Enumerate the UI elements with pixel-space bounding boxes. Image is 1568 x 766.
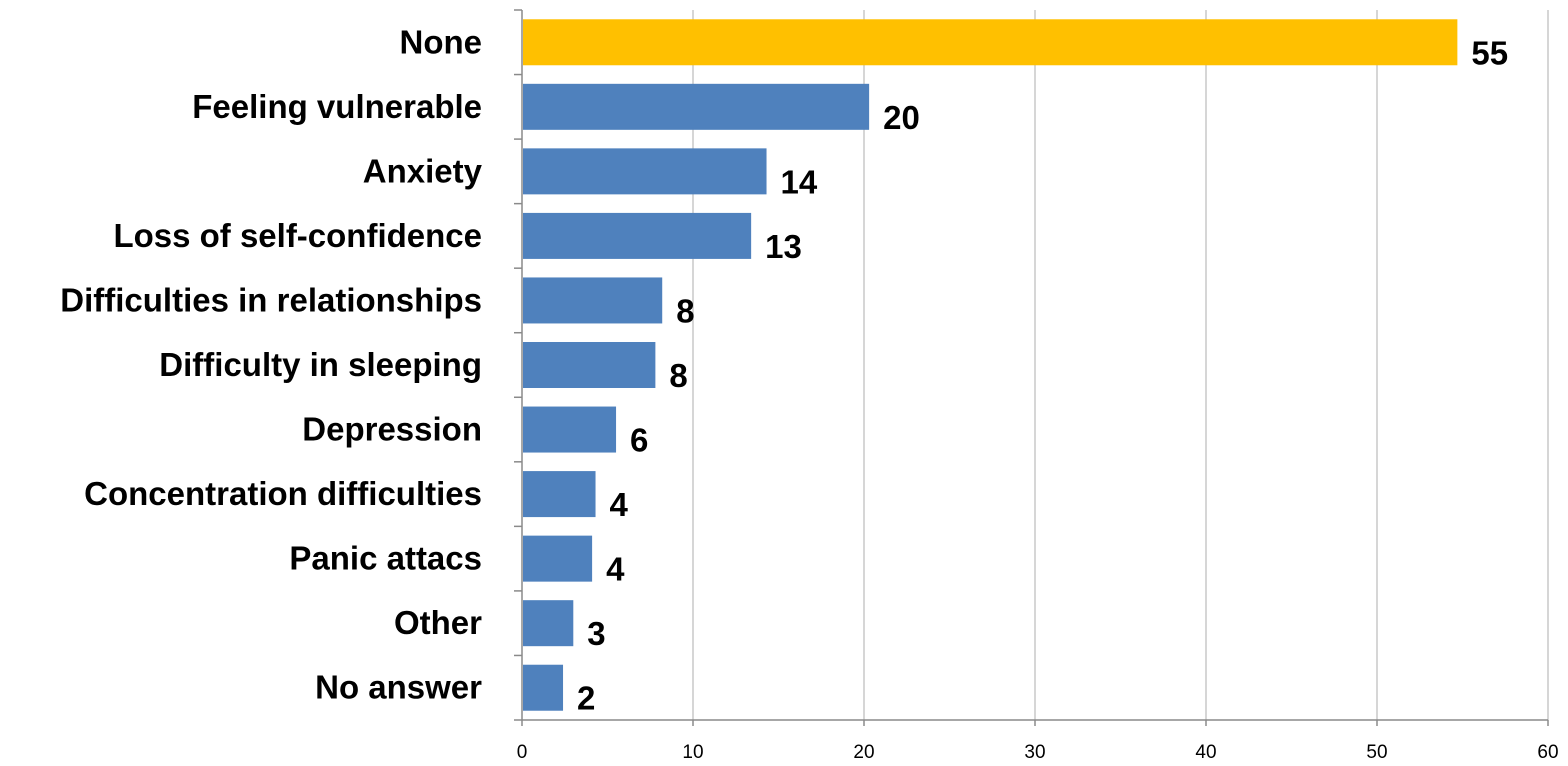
bars <box>523 19 1458 711</box>
bar <box>523 83 870 130</box>
category-label: Feeling vulnerable <box>192 88 482 125</box>
category-label: None <box>400 23 483 60</box>
bar <box>523 212 752 259</box>
labels: 0 10 20 30 40 50 60 None 55 Feeling vulnerable 20 A… <box>60 23 1558 763</box>
x-tick-label: 60 <box>1537 742 1558 763</box>
bar <box>523 148 767 195</box>
x-tick-label: 0 <box>517 742 528 763</box>
category-label: Depression <box>302 411 482 448</box>
bar <box>523 535 593 582</box>
x-tick-label: 30 <box>1024 742 1045 763</box>
data-label: 13 <box>765 228 802 265</box>
category-label: Difficulties in relationships <box>60 281 482 318</box>
category-label: Concentration difficulties <box>84 475 482 512</box>
axes <box>514 9 1549 726</box>
data-label: 6 <box>630 422 648 459</box>
category-label: Difficulty in sleeping <box>159 346 482 383</box>
category-label: No answer <box>315 669 482 706</box>
x-tick-label: 40 <box>1195 742 1216 763</box>
data-label: 14 <box>781 163 818 200</box>
data-label: 2 <box>577 680 595 717</box>
bar <box>523 600 574 647</box>
data-label: 3 <box>587 615 605 652</box>
bar <box>523 277 663 324</box>
data-label: 4 <box>606 551 625 588</box>
data-label: 8 <box>676 292 694 329</box>
bar <box>523 406 617 453</box>
category-label: Anxiety <box>363 152 483 189</box>
data-label: 4 <box>610 486 629 523</box>
data-label: 55 <box>1471 34 1508 71</box>
category-label: Loss of self-confidence <box>113 217 482 254</box>
data-label: 8 <box>669 357 687 394</box>
x-tick-label: 10 <box>682 742 703 763</box>
x-tick-label: 20 <box>853 742 874 763</box>
category-label: Panic attacs <box>289 540 482 577</box>
bar <box>523 471 596 518</box>
category-label: Other <box>394 604 482 641</box>
data-label: 20 <box>883 99 920 136</box>
x-tick-label: 50 <box>1366 742 1387 763</box>
bar <box>523 342 656 388</box>
bar <box>523 664 564 711</box>
bar <box>523 19 1458 66</box>
